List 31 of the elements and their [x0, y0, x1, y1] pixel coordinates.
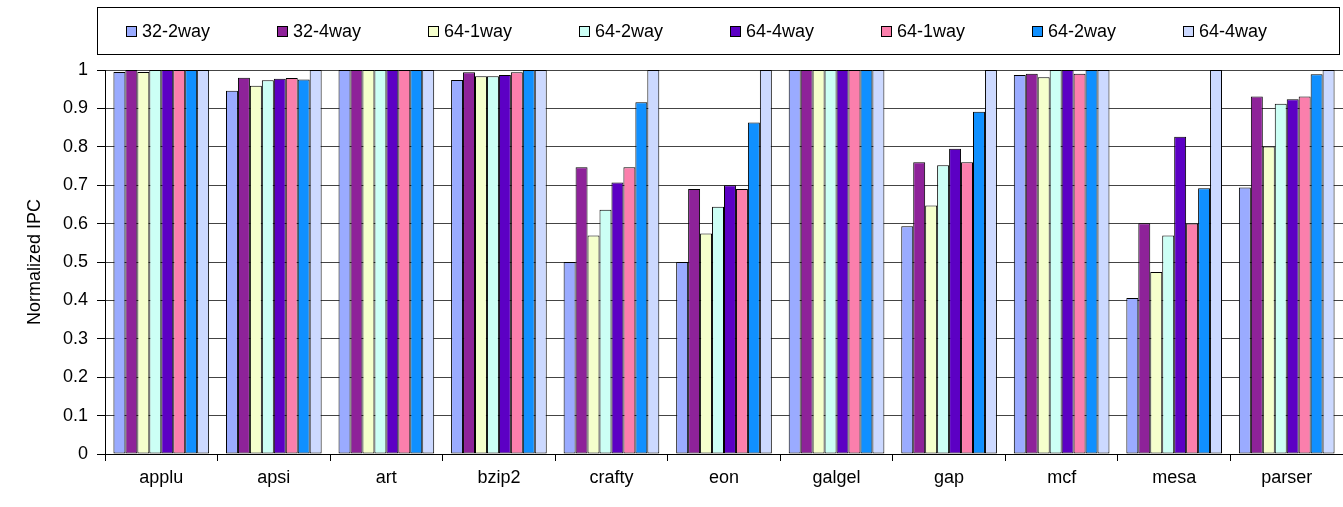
legend-label: 32-2way: [142, 21, 211, 41]
y-tick-label: 0.3: [62, 327, 88, 348]
legend-label: 64-2way: [1048, 21, 1117, 41]
y-tick-label: 0.7: [62, 174, 88, 195]
x-tick-label: art: [375, 466, 397, 487]
x-tick-label: applu: [139, 466, 184, 487]
x-tick-label: eon: [708, 466, 740, 487]
y-tick-label: 0: [77, 442, 88, 463]
y-tick-label: 0.5: [62, 250, 88, 271]
x-tick-label: parser: [1261, 466, 1313, 487]
x-tick-label: crafty: [589, 466, 634, 487]
y-tick-label: 0.9: [62, 97, 88, 118]
x-tick-label: apsi: [257, 466, 291, 487]
x-tick-label: mcf: [1047, 466, 1078, 487]
x-tick-label: gap: [934, 466, 965, 487]
x-tick-label: mesa: [1152, 466, 1198, 487]
y-tick-label: 0.4: [62, 289, 88, 310]
y-tick-label: 0.8: [62, 135, 88, 156]
x-tick-label: galgel: [812, 466, 861, 487]
legend-label: 32-4way: [293, 21, 362, 41]
x-tick-label: bzip2: [477, 466, 521, 487]
y-tick-label: 0.1: [62, 404, 88, 425]
legend-label: 64-1way: [444, 21, 513, 41]
legend-label: 64-4way: [746, 21, 815, 41]
y-tick-label: 0.2: [62, 366, 88, 387]
y-tick-label: 0.6: [62, 212, 88, 233]
legend-label: 64-1way: [897, 21, 966, 41]
legend-label: 64-2way: [595, 21, 664, 41]
y-axis-title: Normalized IPC: [23, 198, 44, 326]
legend-label: 64-4way: [1199, 21, 1268, 41]
y-tick-label: 1: [77, 58, 88, 79]
